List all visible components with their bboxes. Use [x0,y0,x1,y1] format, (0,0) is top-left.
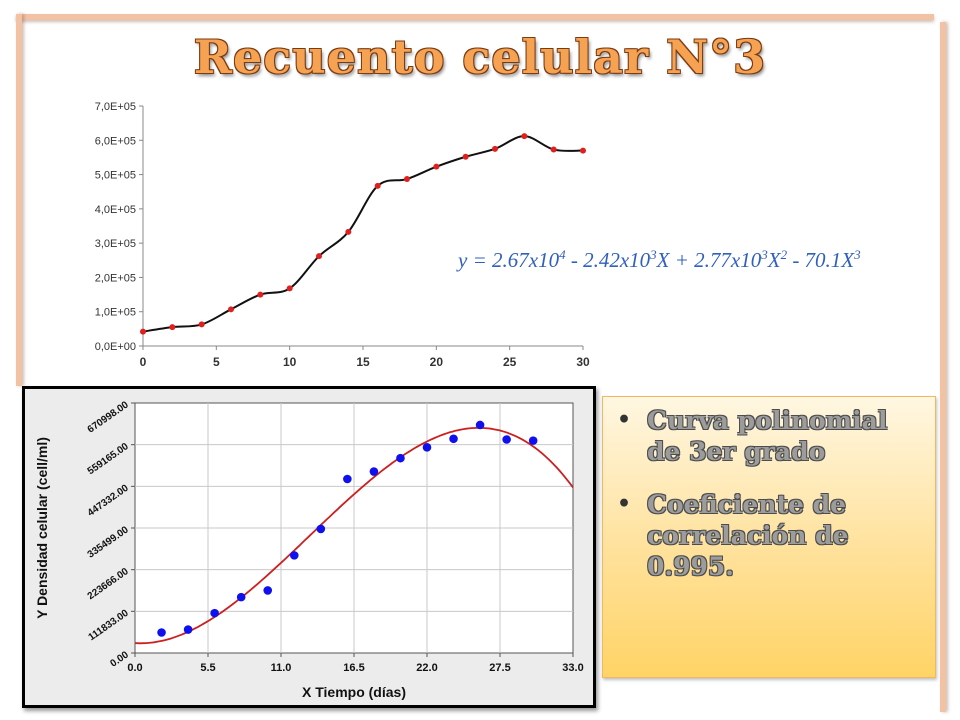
data-point [433,163,440,170]
equation-y: y [458,248,468,272]
data-point [157,628,166,637]
x-tick-label: 33.0 [562,662,583,674]
top-line-chart: 0,0E+00 1,0E+05 2,0E+05 3,0E+05 4,0E+05 5,0E+… [95,101,590,369]
data-point [316,524,326,534]
equation-part: = 2.67x10 [467,248,560,272]
y-tick-label: 223666.00 [86,566,131,602]
regression-equation: y = 2.67x104 - 2.42x103X + 2.77x103X2 - … [458,247,861,273]
x-tick-label: 22.0 [416,662,437,674]
equation-exponent: 4 [559,247,566,262]
y-tick-label: 335499.00 [86,524,131,560]
data-point [462,153,469,160]
slide-frame-right [940,22,946,712]
bullet-item: • Curva polinomial de 3er grado [617,405,925,467]
equation-exponent: 3 [761,247,768,262]
data-point [228,306,234,313]
data-point [528,436,538,445]
equation-part: - 2.42x10 [565,248,651,272]
data-point [475,420,485,430]
x-tick-label: 0.0 [127,662,142,674]
data-point [343,474,352,484]
data-point [404,176,410,183]
x-tick-label: 20 [430,355,444,369]
data-point [502,435,511,444]
y-tick-label: 5,0E+05 [95,170,136,182]
y-tick-label: 4,0E+05 [95,204,136,216]
bullet-item: • Coeficiente de correlación de 0.995. [617,489,925,582]
y-tick-label: 670998.00 [86,399,131,435]
slide-frame-left [16,14,22,386]
y-tick-label: 1,0E+05 [95,307,136,319]
data-point [449,434,458,444]
data-point [422,443,432,452]
x-tick-label: 25 [503,355,517,369]
data-point [140,328,146,335]
data-point [169,324,176,331]
data-point [316,253,322,260]
data-point [286,285,293,292]
x-tick-label: 30 [576,355,590,369]
y-tick-label: 559165.00 [86,441,131,477]
fit-curve [134,427,574,645]
info-box: • Curva polinomial de 3er grado • Coeficie… [602,396,936,678]
slide-frame-top [16,14,934,20]
equation-part: - 70.1X [787,248,855,272]
equation-part: X + 2.77x10 [656,248,762,272]
fit-chart-panel: 0.00 111833.00 223666.00 335499.00 447332.00… [22,386,596,708]
slide-title: Recuento celular N°3 [193,30,767,84]
y-tick-label: 111833.00 [87,608,131,644]
data-point [183,625,193,634]
polynomial-fit-chart: 0.00111833.00223666.00335499.00447332.00… [34,399,584,700]
y-tick-label: 0,0E+00 [95,341,136,353]
data-point [198,321,205,328]
data-point [289,551,299,560]
bullet-list: • Curva polinomial de 3er grado • Coeficie… [603,397,935,582]
x-tick-label: 27.5 [489,662,510,674]
y-tick-label: 447332.00 [86,483,131,519]
data-point [345,228,352,235]
bullet-text: Coeficiente de correlación de 0.995. [647,490,849,581]
data-point [210,608,219,618]
bullet-icon: • [617,407,632,433]
x-tick-label: 15 [356,355,370,369]
data-point [550,146,557,153]
x-tick-label: 5 [213,355,220,369]
equation-exponent: 3 [650,247,657,262]
x-tick-label: 16.5 [343,662,364,674]
y-tick-label: 6,0E+05 [95,135,136,147]
y-axis-title: Y Densidad celular (cell/ml) [34,437,50,619]
series-line [142,135,584,333]
data-point [236,592,246,602]
data-point [492,145,498,152]
equation-exponent: 2 [780,247,788,262]
data-point [263,586,273,595]
bullet-icon: • [617,491,632,517]
data-point [374,182,381,189]
data-point [580,147,586,154]
y-tick-label: 2,0E+05 [95,272,136,284]
x-tick-label: 5.5 [200,662,215,674]
x-tick-label: 0 [140,355,147,369]
x-tick-label: 11.0 [271,662,292,674]
y-tick-label: 7,0E+05 [95,101,136,113]
data-point [257,291,264,298]
equation-part: X [767,248,781,272]
y-tick-label: 3,0E+05 [95,238,136,250]
bullet-text: Curva polinomial de 3er grado [647,406,888,466]
data-point [521,133,528,140]
data-point [369,467,379,476]
x-tick-label: 10 [283,355,297,369]
data-point [396,453,405,463]
x-axis-title: X Tiempo (días) [302,684,406,700]
equation-exponent: 3 [854,247,861,262]
